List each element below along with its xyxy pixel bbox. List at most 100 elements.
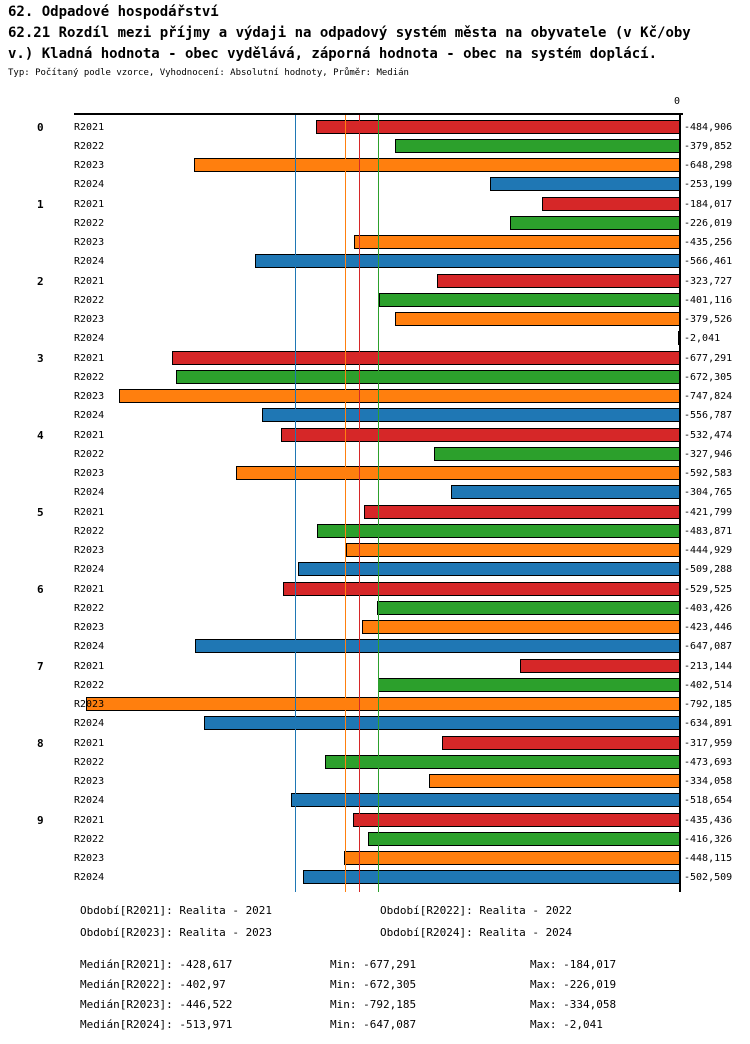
bar-r2023-group-2 bbox=[395, 312, 680, 326]
value-label-r2021-group-0: -484,906 bbox=[684, 122, 733, 133]
bar-r2022-group-3 bbox=[176, 370, 680, 384]
bar-r2023-group-3 bbox=[119, 389, 680, 403]
bar-r2024-group-5 bbox=[298, 562, 680, 576]
period-label-r2023: Období[R2023]: Realita - 2023 bbox=[80, 926, 273, 939]
series-label-r2023-group-4: R2023 bbox=[74, 468, 105, 479]
series-label-r2022-group-6: R2022 bbox=[74, 603, 105, 614]
value-label-r2021-group-6: -529,525 bbox=[684, 584, 733, 595]
value-label-r2021-group-2: -323,727 bbox=[684, 276, 733, 287]
axis-zero-label: 0 bbox=[673, 96, 680, 107]
value-label-r2023-group-2: -379,526 bbox=[684, 314, 733, 325]
series-label-r2023-group-3: R2023 bbox=[74, 391, 105, 402]
series-label-r2022-group-0: R2022 bbox=[74, 141, 105, 152]
bar-r2021-group-7 bbox=[520, 659, 680, 673]
series-label-r2022-group-4: R2022 bbox=[74, 449, 105, 460]
series-label-r2023-group-6: R2023 bbox=[74, 622, 105, 633]
max-stat-r2023: Max: -334,058 bbox=[530, 998, 617, 1011]
series-label-r2023-group-2: R2023 bbox=[74, 314, 105, 325]
value-label-r2024-group-4: -304,765 bbox=[684, 487, 733, 498]
series-label-r2021-group-6: R2021 bbox=[74, 584, 105, 595]
series-label-r2024-group-3: R2024 bbox=[74, 410, 105, 421]
median-line-r2021 bbox=[359, 113, 360, 892]
period-label-r2021: Období[R2021]: Realita - 2021 bbox=[80, 904, 273, 917]
series-label-r2022-group-9: R2022 bbox=[74, 834, 105, 845]
value-label-r2021-group-7: -213,144 bbox=[684, 661, 733, 672]
value-label-r2023-group-1: -435,256 bbox=[684, 237, 733, 248]
series-label-r2022-group-8: R2022 bbox=[74, 757, 105, 768]
bar-r2021-group-6 bbox=[283, 582, 680, 596]
bar-r2023-group-1 bbox=[354, 235, 680, 249]
median-stat-r2024: Medián[R2024]: -513,971 bbox=[80, 1018, 233, 1031]
value-label-r2022-group-5: -483,871 bbox=[684, 526, 733, 537]
series-label-r2022-group-5: R2022 bbox=[74, 526, 105, 537]
series-label-r2021-group-8: R2021 bbox=[74, 738, 105, 749]
bar-r2021-group-4 bbox=[281, 428, 680, 442]
value-label-r2021-group-8: -317,959 bbox=[684, 738, 733, 749]
series-label-r2021-group-0: R2021 bbox=[74, 122, 105, 133]
series-label-r2024-group-5: R2024 bbox=[74, 564, 105, 575]
bar-r2021-group-9 bbox=[353, 813, 680, 827]
value-label-r2022-group-6: -403,426 bbox=[684, 603, 733, 614]
value-label-r2024-group-2: -2,041 bbox=[684, 333, 721, 344]
value-label-r2023-group-0: -648,298 bbox=[684, 160, 733, 171]
group-label-7: 7 bbox=[37, 660, 44, 673]
value-label-r2021-group-5: -421,799 bbox=[684, 507, 733, 518]
max-stat-r2022: Max: -226,019 bbox=[530, 978, 617, 991]
series-label-r2021-group-2: R2021 bbox=[74, 276, 105, 287]
indicator-title-line-1: 62.21 Rozdíl mezi příjmy a výdaji na odp… bbox=[8, 25, 691, 41]
median-line-r2023 bbox=[345, 113, 346, 892]
series-label-r2021-group-4: R2021 bbox=[74, 430, 105, 441]
value-label-r2023-group-6: -423,446 bbox=[684, 622, 733, 633]
bar-r2022-group-9 bbox=[368, 832, 680, 846]
bar-r2023-group-7 bbox=[86, 697, 680, 711]
bar-r2022-group-1 bbox=[510, 216, 680, 230]
series-label-r2023-group-9: R2023 bbox=[74, 853, 105, 864]
bar-r2023-group-9 bbox=[344, 851, 680, 865]
median-stat-r2022: Medián[R2022]: -402,97 bbox=[80, 978, 226, 991]
bar-r2024-group-0 bbox=[490, 177, 680, 191]
series-label-r2021-group-3: R2021 bbox=[74, 353, 105, 364]
series-label-r2024-group-0: R2024 bbox=[74, 179, 105, 190]
axis-zero-line bbox=[679, 113, 681, 892]
min-stat-r2022: Min: -672,305 bbox=[330, 978, 417, 991]
series-label-r2024-group-9: R2024 bbox=[74, 872, 105, 883]
bar-r2024-group-4 bbox=[451, 485, 680, 499]
value-label-r2022-group-9: -416,326 bbox=[684, 834, 733, 845]
series-label-r2023-group-1: R2023 bbox=[74, 237, 105, 248]
value-label-r2023-group-9: -448,115 bbox=[684, 853, 733, 864]
value-label-r2021-group-3: -677,291 bbox=[684, 353, 733, 364]
value-label-r2023-group-8: -334,058 bbox=[684, 776, 733, 787]
bar-r2024-group-3 bbox=[262, 408, 680, 422]
median-stat-r2021: Medián[R2021]: -428,617 bbox=[80, 958, 233, 971]
series-label-r2023-group-5: R2023 bbox=[74, 545, 105, 556]
series-label-r2024-group-8: R2024 bbox=[74, 795, 105, 806]
series-label-r2022-group-7: R2022 bbox=[74, 680, 105, 691]
bar-r2024-group-8 bbox=[291, 793, 680, 807]
group-label-9: 9 bbox=[37, 814, 44, 827]
min-stat-r2023: Min: -792,185 bbox=[330, 998, 417, 1011]
bar-r2023-group-6 bbox=[362, 620, 680, 634]
bar-r2023-group-5 bbox=[346, 543, 680, 557]
series-label-r2023-group-8: R2023 bbox=[74, 776, 105, 787]
bar-r2023-group-0 bbox=[194, 158, 680, 172]
group-label-3: 3 bbox=[37, 352, 44, 365]
series-label-r2024-group-6: R2024 bbox=[74, 641, 105, 652]
period-label-r2024: Období[R2024]: Realita - 2024 bbox=[380, 926, 573, 939]
bar-r2023-group-4 bbox=[236, 466, 680, 480]
median-line-r2022 bbox=[378, 113, 379, 892]
bar-r2024-group-6 bbox=[195, 639, 680, 653]
bar-r2021-group-0 bbox=[316, 120, 680, 134]
min-stat-r2024: Min: -647,087 bbox=[330, 1018, 417, 1031]
series-label-r2024-group-2: R2024 bbox=[74, 333, 105, 344]
bar-r2024-group-7 bbox=[204, 716, 680, 730]
value-label-r2023-group-5: -444,929 bbox=[684, 545, 733, 556]
bar-r2023-group-8 bbox=[429, 774, 680, 788]
value-label-r2023-group-7: -792,185 bbox=[684, 699, 733, 710]
value-label-r2022-group-3: -672,305 bbox=[684, 372, 733, 383]
bar-r2024-group-1 bbox=[255, 254, 680, 268]
series-label-r2023-group-0: R2023 bbox=[74, 160, 105, 171]
value-label-r2021-group-4: -532,474 bbox=[684, 430, 733, 441]
median-line-r2024 bbox=[295, 113, 296, 892]
group-label-8: 8 bbox=[37, 737, 44, 750]
